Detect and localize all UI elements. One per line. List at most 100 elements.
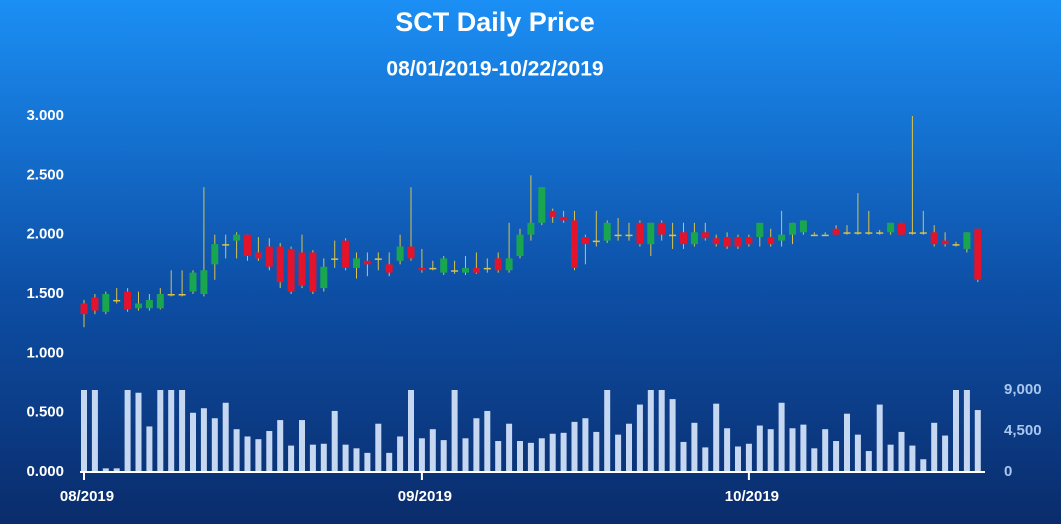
volume-bar — [211, 418, 218, 472]
volume-bar — [963, 390, 970, 472]
candle-body — [254, 252, 262, 259]
x-tick-label: 10/2019 — [725, 488, 779, 505]
volume-bar — [517, 441, 523, 472]
candle-body — [974, 228, 982, 280]
volume-bar — [626, 423, 632, 472]
candle-body — [712, 238, 720, 245]
volume-bar — [484, 410, 491, 472]
candle-body — [680, 232, 687, 245]
volume-bar — [844, 413, 850, 472]
candle-body — [342, 240, 350, 268]
candle-body — [418, 267, 426, 271]
candle-body — [222, 244, 230, 246]
volume-bar — [745, 443, 752, 472]
volume-bar — [288, 445, 295, 472]
volume-bar — [429, 429, 436, 472]
chart-title: SCT Daily Price — [395, 7, 595, 37]
candle-body — [472, 267, 480, 273]
volume-bar — [974, 410, 981, 472]
candle-body — [669, 234, 677, 237]
volume-bar — [255, 439, 262, 472]
candle-body — [941, 240, 949, 245]
candle-body — [603, 222, 611, 241]
volume-bar — [789, 428, 796, 472]
volume-bar — [495, 441, 502, 472]
volume-bar — [146, 426, 153, 472]
volume-bar — [299, 420, 305, 472]
volume-bar — [408, 390, 414, 472]
candle-body — [276, 246, 284, 283]
volume-bar — [320, 443, 327, 472]
chart-subtitle: 08/01/2019-10/22/2019 — [386, 58, 603, 81]
candle-body — [265, 246, 273, 267]
candle-body — [625, 234, 633, 237]
candle-body — [309, 252, 317, 292]
volume-bar — [560, 432, 567, 472]
candle-body — [832, 228, 840, 235]
candle-body — [745, 237, 753, 245]
candle-body — [919, 232, 927, 234]
volume-bar — [549, 433, 556, 472]
volume-bar — [735, 446, 741, 472]
candle-body — [581, 237, 589, 245]
volume-bar — [920, 459, 927, 472]
volume-bar — [647, 390, 654, 472]
volume-bar — [636, 404, 643, 472]
volume-bar — [233, 429, 240, 472]
volume-bar — [418, 438, 425, 472]
volume-bar — [222, 402, 229, 472]
candle-body — [799, 220, 807, 233]
candle-body — [887, 222, 895, 233]
volume-bar — [266, 431, 273, 472]
volume-bar — [876, 404, 883, 472]
volume-bar — [854, 434, 861, 472]
volume-bar — [658, 390, 665, 472]
candle-body — [647, 222, 655, 245]
volume-bar — [767, 429, 774, 472]
volume-bar — [909, 445, 916, 472]
candle-body — [538, 187, 546, 223]
volume-bar — [102, 468, 109, 472]
volume-bar — [800, 424, 807, 472]
volume-bar — [113, 468, 120, 472]
candle-body — [244, 234, 251, 257]
volume-bar — [190, 412, 196, 472]
y-tick-label: 1.500 — [26, 285, 64, 302]
x-tick-label: 09/2019 — [398, 488, 452, 505]
candle-body — [331, 258, 339, 260]
candle-body — [135, 303, 142, 309]
candle-body — [767, 237, 775, 245]
volume-bar — [440, 440, 447, 472]
y-tick-label: 3.000 — [26, 107, 64, 124]
volume-bar — [462, 438, 469, 472]
volume-bar — [81, 390, 87, 472]
volume-bar — [593, 431, 600, 472]
volume-bar — [865, 451, 872, 472]
candle-body — [483, 267, 491, 270]
volume-bar — [91, 390, 98, 472]
candle-body — [440, 258, 448, 273]
volume-bar — [331, 410, 338, 472]
volume-bar — [604, 390, 611, 472]
candle-body — [124, 291, 132, 310]
volume-bar — [756, 425, 763, 472]
candle-body — [778, 234, 786, 241]
candle-body — [505, 258, 513, 271]
volume-bar — [309, 444, 316, 472]
volume-bar — [342, 444, 349, 472]
y-tick-label: 0.000 — [26, 463, 64, 480]
volume-bar — [833, 441, 840, 472]
volume-bar — [375, 423, 382, 472]
candle-body — [298, 252, 306, 286]
volume-bar — [724, 428, 731, 472]
volume-bar — [702, 447, 709, 472]
candle-body — [876, 232, 884, 234]
volume-bar — [527, 442, 534, 472]
candle-body — [723, 237, 731, 247]
volume-bar — [179, 390, 186, 472]
candle-body — [592, 240, 600, 243]
candle-body — [636, 222, 644, 245]
volume-bar — [200, 408, 207, 472]
